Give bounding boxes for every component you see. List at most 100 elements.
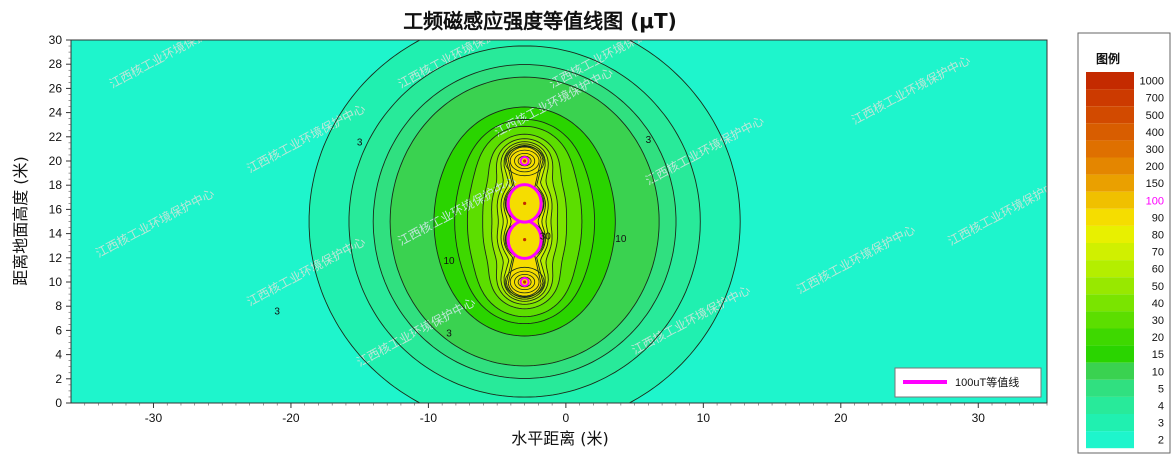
x-axis-label: 水平距离 (米) (511, 429, 609, 448)
contour-line (389, 76, 660, 367)
colorbar-label: 40 (1152, 298, 1164, 310)
colorbar-label: 10 (1152, 366, 1164, 378)
y-tick-label: 2 (55, 372, 62, 386)
colorbar-swatch (1086, 72, 1134, 90)
contour-line (466, 125, 583, 318)
colorbar-label: 2 (1158, 435, 1164, 447)
colorbar-label: 150 (1146, 178, 1164, 190)
contour-label: 10 (615, 234, 627, 245)
colorbar-swatch (1086, 277, 1134, 295)
colorbar-label: 4 (1158, 400, 1164, 412)
chart-title: 工频磁感应强度等值线图 (μT) (403, 9, 677, 33)
colorbar-label: 700 (1146, 93, 1164, 105)
x-tick-label: 10 (697, 411, 711, 425)
conductor-ring (514, 273, 536, 291)
contour-line (308, 40, 741, 403)
colorbar-label: 1000 (1140, 76, 1164, 88)
contour-label: 3 (646, 135, 652, 146)
contour-line (491, 138, 559, 305)
contour-line (500, 143, 549, 300)
colorbar-label: 500 (1146, 110, 1164, 122)
y-tick-label: 20 (49, 154, 63, 168)
conductor-ring (504, 145, 545, 177)
contour-label-layer: 3 3 3 3 10 10 30 (274, 135, 652, 340)
colorbar-swatch (1086, 328, 1134, 346)
conductor-ring (509, 149, 540, 173)
colorbar-swatch (1086, 414, 1134, 432)
y-tick-label: 16 (49, 202, 63, 216)
conductor-markers (523, 159, 527, 284)
colorbar-label: 5 (1158, 383, 1164, 395)
colorbar-swatch (1086, 243, 1134, 261)
y-tick-label: 12 (49, 251, 63, 265)
x-tick-label: -20 (282, 411, 300, 425)
contour-fills (309, 40, 741, 403)
colorbar-swatch (1086, 225, 1134, 243)
y-axis-label: 距离地面高度 (米) (11, 156, 30, 286)
x-tick-label: 20 (834, 411, 848, 425)
colorbar-swatch (1086, 174, 1134, 192)
colorbar-label: 200 (1146, 161, 1164, 173)
colorbar-swatch (1086, 140, 1134, 158)
y-tick-label: 6 (55, 323, 62, 337)
contour-label: 3 (357, 137, 363, 148)
colorbar-label: 60 (1152, 264, 1164, 276)
contour-label: 10 (443, 256, 455, 267)
colorbar-label: 300 (1146, 144, 1164, 156)
contour-label: 30 (540, 232, 552, 243)
colorbar-label: 400 (1146, 127, 1164, 139)
colorbar-label: 30 (1152, 315, 1164, 327)
colorbar-label: 100 (1146, 195, 1164, 207)
colorbar-swatch (1086, 294, 1134, 312)
colorbar-swatch (1086, 379, 1134, 397)
contour-line (433, 106, 616, 337)
colorbar-swatch (1086, 191, 1134, 209)
y-tick-label: 30 (49, 33, 63, 47)
colorbar-swatch (1086, 208, 1134, 226)
annotation-legend-label: 100uT等值线 (955, 375, 1019, 389)
colorbar-title: 图例 (1096, 51, 1120, 66)
colorbar-swatch (1086, 260, 1134, 278)
contour-line (454, 118, 596, 325)
y-tick-label: 22 (49, 130, 63, 144)
colorbar-swatch (1086, 157, 1134, 175)
contour-line (348, 45, 701, 398)
colorbar-legend: 图例 1000 700 500 400 300 200 150 100 90 80 70 60 50 40… (1077, 32, 1171, 454)
colorbar-swatch (1086, 362, 1134, 380)
colorbar-label: 15 (1152, 349, 1164, 361)
y-tick-label: 4 (55, 348, 62, 362)
colorbar-label: 20 (1152, 332, 1164, 344)
conductor-ring (509, 270, 540, 294)
colorbar-label: 80 (1152, 229, 1164, 241)
conductor-ring (504, 266, 545, 298)
y-tick-label: 24 (49, 106, 63, 120)
y-tick-label: 18 (49, 178, 63, 192)
colorbar-label: 50 (1152, 281, 1164, 293)
contour-line (496, 141, 553, 302)
contour-lines (308, 40, 741, 403)
contour-line (482, 133, 568, 310)
colorbar-swatch (1086, 123, 1134, 141)
colorbar-swatch (1086, 431, 1134, 449)
x-tick-label: 0 (563, 411, 570, 425)
y-tick-label: 26 (49, 81, 63, 95)
y-tick-label: 10 (49, 275, 63, 289)
annotation-legend: 100uT等值线 (894, 367, 1042, 398)
contour-label: 3 (274, 307, 280, 318)
x-tick-label: -30 (145, 411, 163, 425)
y-tick-label: 8 (55, 299, 62, 313)
colorbar-swatch (1086, 106, 1134, 124)
colorbar-swatches: 1000 700 500 400 300 200 150 100 90 80 70 60 50 40 30 2… (1086, 72, 1164, 449)
colorbar-swatch (1086, 311, 1134, 329)
colorbar-swatch (1086, 345, 1134, 363)
x-tick-label: 30 (972, 411, 986, 425)
y-tick-label: 14 (49, 227, 63, 241)
contour-line (503, 145, 546, 298)
colorbar-label: 90 (1152, 212, 1164, 224)
y-tick-label: 0 (55, 396, 62, 410)
x-axis-ticks: -30 -20 -10 0 10 20 30 (84, 403, 1048, 425)
colorbar-swatch (1086, 89, 1134, 107)
